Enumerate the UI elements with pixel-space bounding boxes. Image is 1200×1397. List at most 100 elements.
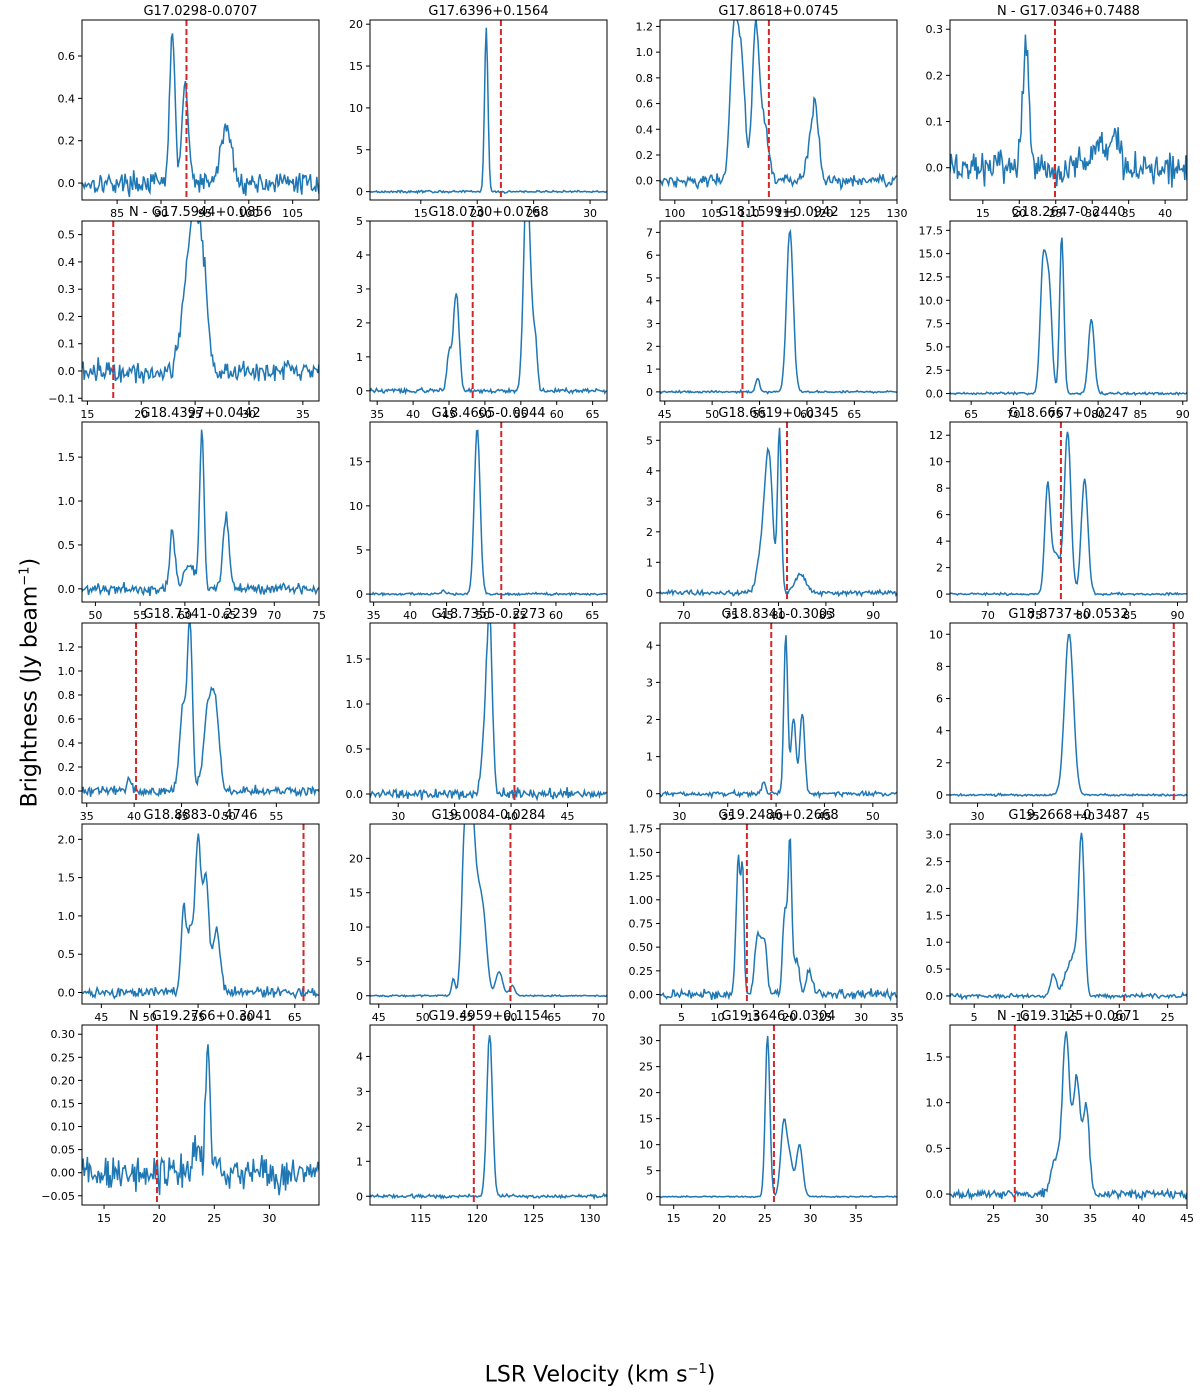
y-tick-label: 3 [356,1085,363,1098]
y-tick-label: 2.5 [926,364,944,377]
y-tick-label: 1.2 [58,641,76,654]
x-tick-label: 70 [591,1011,605,1024]
x-tick-label: 55 [460,1011,474,1024]
spectrum-line [950,237,1187,397]
y-tick-label: 0.0 [346,788,364,801]
x-tick-label: 40 [1081,810,1095,823]
spectrum-line [370,824,607,998]
x-tick-label: 20 [1112,1011,1126,1024]
panel-title: G18.2647-0.2440 [1011,205,1125,220]
y-tick-label: 4 [936,535,943,548]
axes-frame [949,622,1188,804]
panel-title: G18.6667+0.0247 [1008,406,1128,421]
x-tick-label: 15 [746,1011,760,1024]
y-tick-label: 1 [646,363,653,376]
y-tick-label: 4 [646,295,653,308]
y-tick-label: 0.5 [58,229,76,242]
x-tick-label: 75 [312,609,326,622]
x-tick-label: 70 [267,609,281,622]
panel-8: G18.2647-0.2440 65 70 75 80 85 90 0.0 2.5 5.0 7.5 1… [919,205,1190,421]
x-tick-label: 45 [372,1011,386,1024]
y-tick-label: 10 [349,921,363,934]
x-tick-label: 50 [88,609,102,622]
panel-13: G18.7341-0.2239 35 40 45 50 55 0.0 0.2 0.4 0.6 0.8… [58,607,320,823]
y-tick-label: 0.2 [58,310,76,323]
spectrum-line [950,1031,1187,1202]
panel-21: N - G19.2766+0.3041 15 20 25 30 −0.05 0.00 0.05… [41,1009,320,1225]
y-tick-label: 4 [356,249,363,262]
y-tick-label: 1.00 [629,894,654,907]
panel-title: G19.4959+0.1154 [428,1009,548,1024]
spectrum-line [370,221,607,396]
x-tick-label: 85 [819,609,833,622]
x-tick-label: 110 [738,207,759,220]
y-tick-label: 0.4 [58,737,76,750]
y-tick-label: 1.0 [346,698,364,711]
y-tick-label: 10 [349,102,363,115]
y-tick-label: 1.0 [58,495,76,508]
x-axis-label: LSR Velocity (km s−1) [484,1362,716,1388]
panel-20: G19.2668+0.3487 5 10 15 20 25 0.0 0.5 1.0 1.5 2.0 2… [926,808,1188,1024]
x-tick-label: 50 [476,609,490,622]
y-tick-label: 0.8 [58,689,76,702]
x-tick-label: 75 [1028,609,1042,622]
x-tick-label: 80 [772,609,786,622]
spectrum-line [82,1044,319,1196]
x-tick-label: 90 [154,207,168,220]
panel-title: G18.1599+0.0942 [718,205,838,220]
x-tick-label: 10 [1016,1011,1030,1024]
x-tick-label: 15 [80,408,94,421]
x-tick-label: 50 [222,810,236,823]
panel-title: N - G19.3125+0.0671 [997,1009,1140,1024]
y-tick-label: 0.00 [629,989,654,1002]
panel-10: G18.4605-0.0044 35 40 45 50 55 60 65 0 5 10 15 [349,406,608,622]
x-tick-label: 70 [1006,408,1020,421]
x-tick-label: 25 [188,408,202,421]
y-tick-label: 2 [646,340,653,353]
x-tick-label: 30 [971,810,985,823]
x-tick-label: 65 [288,1011,302,1024]
panel-title: G17.0298-0.0707 [143,4,257,19]
y-tick-label: 10 [639,1139,653,1152]
x-tick-label: 40 [769,810,783,823]
x-tick-label: 45 [442,408,456,421]
x-tick-label: 65 [223,609,237,622]
y-tick-label: 0.0 [926,388,944,401]
spectrum-line [660,1035,897,1199]
y-tick-label: 0 [646,386,653,399]
x-tick-label: 30 [803,1212,817,1225]
spectrum-line [82,429,319,597]
x-tick-label: 55 [191,1011,205,1024]
y-tick-label: 5 [646,272,653,285]
y-tick-label: 0.5 [58,948,76,961]
panel-24: N - G19.3125+0.0671 25 30 35 40 45 0.0 0.5 1.0 1.… [926,1009,1195,1225]
panel-title: G18.8883-0.4746 [143,808,257,823]
x-tick-label: 60 [503,1011,517,1024]
axes-frame [81,220,320,402]
x-tick-label: 55 [133,609,147,622]
x-tick-label: 80 [1091,408,1105,421]
panel-title: G18.4397+0.0442 [140,406,260,421]
y-tick-label: 2.5 [926,856,944,869]
y-tick-label: 7.5 [926,318,944,331]
y-tick-label: 3 [646,495,653,508]
x-tick-label: 30 [391,810,405,823]
y-tick-label: 2 [646,526,653,539]
x-tick-label: 40 [504,810,518,823]
y-tick-label: 0.8 [636,72,654,85]
y-tick-label: 8 [936,660,943,673]
panel-title: G19.3646-0.0304 [721,1009,835,1024]
x-tick-label: 65 [964,408,978,421]
y-tick-label: 0.0 [926,1188,944,1201]
x-tick-label: 30 [1035,1212,1049,1225]
y-tick-label: 0.0 [58,177,76,190]
panel-1: G17.0298-0.0707 85 90 95 100 105 0.0 0.2 0.4 0.6 [58,4,320,220]
y-tick-label: 0.2 [636,149,654,162]
axes-frame [369,1024,608,1206]
y-tick-label: 0.0 [58,583,76,596]
x-tick-label: 10 [710,1011,724,1024]
y-tick-label: 20 [639,1087,653,1100]
